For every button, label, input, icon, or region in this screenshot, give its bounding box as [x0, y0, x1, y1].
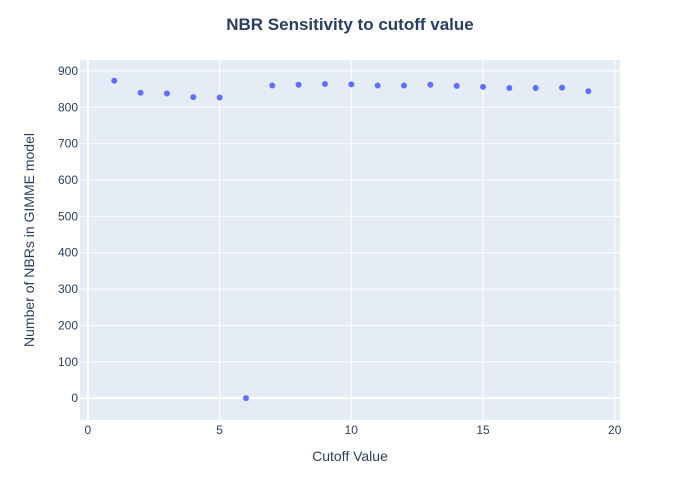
data-point[interactable]: [453, 82, 460, 89]
chart-title: NBR Sensitivity to cutoff value: [226, 15, 473, 34]
data-point[interactable]: [295, 81, 302, 88]
y-axis-ticks: 0 100 200 300 400 500 600 700 800 900: [58, 64, 78, 405]
data-point[interactable]: [163, 90, 170, 97]
x-tick-label: 5: [216, 423, 223, 437]
y-tick-label: 500: [58, 209, 78, 223]
data-point[interactable]: [559, 84, 566, 91]
data-point[interactable]: [216, 94, 223, 101]
y-tick-label: 900: [58, 64, 78, 78]
y-tick-label: 600: [58, 173, 78, 187]
data-points: [111, 77, 592, 402]
y-tick-label: 400: [58, 246, 78, 260]
grid-lines: [80, 60, 620, 420]
y-tick-label: 300: [58, 282, 78, 296]
data-point[interactable]: [190, 94, 197, 101]
y-tick-label: 0: [71, 391, 78, 405]
data-point[interactable]: [348, 81, 355, 88]
data-point[interactable]: [269, 82, 276, 89]
x-tick-label: 10: [345, 423, 359, 437]
data-point[interactable]: [585, 88, 592, 95]
data-point[interactable]: [506, 85, 513, 91]
y-tick-label: 200: [58, 318, 78, 332]
x-tick-label: 0: [85, 423, 92, 437]
x-tick-label: 15: [476, 423, 490, 437]
data-point[interactable]: [374, 82, 381, 89]
x-axis-ticks: 0 5 10 15 20: [85, 423, 622, 437]
y-axis-title: Number of NBRs in GIMME model: [21, 133, 37, 347]
data-point[interactable]: [480, 83, 487, 90]
plot-area: [80, 60, 620, 420]
x-axis-title: Cutoff Value: [312, 448, 388, 464]
x-tick-label: 20: [608, 423, 622, 437]
data-point[interactable]: [532, 85, 539, 91]
y-tick-label: 100: [58, 355, 78, 369]
data-point[interactable]: [321, 81, 328, 87]
data-point[interactable]: [137, 89, 144, 96]
y-tick-label: 800: [58, 100, 78, 114]
data-point[interactable]: [401, 82, 407, 89]
data-point[interactable]: [427, 81, 434, 88]
y-tick-label: 700: [58, 137, 78, 151]
data-point[interactable]: [111, 77, 118, 84]
data-point[interactable]: [242, 395, 249, 402]
